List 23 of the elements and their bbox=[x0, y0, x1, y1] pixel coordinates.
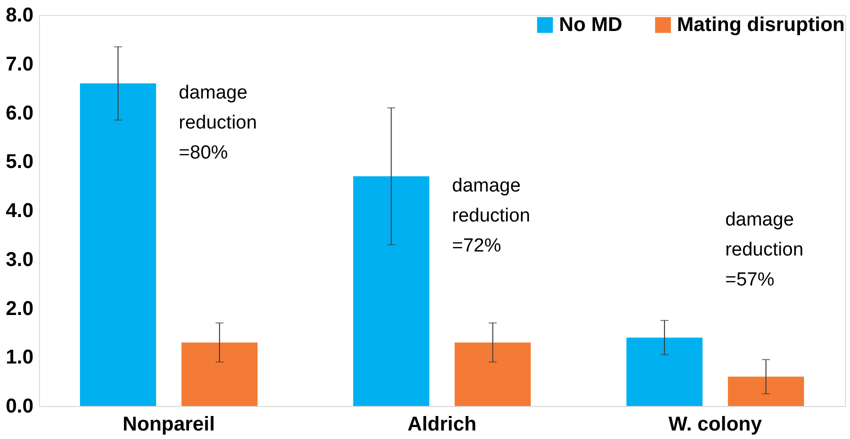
y-tick-label: 2.0 bbox=[6, 298, 34, 320]
x-tick-label: W. colony bbox=[668, 414, 763, 436]
y-tick-label: 8.0 bbox=[6, 4, 34, 26]
y-tick-label: 3.0 bbox=[6, 248, 34, 271]
annotation: damage reduction =80% bbox=[178, 82, 257, 164]
y-tick-label: 0.0 bbox=[6, 396, 34, 418]
bar bbox=[626, 338, 703, 406]
y-tick-label: 1.0 bbox=[6, 346, 34, 369]
bar bbox=[454, 342, 531, 406]
annotation: damage reduction =72% bbox=[452, 175, 530, 256]
y-tick-label: 6.0 bbox=[6, 102, 34, 124]
annotation: damage reduction =57% bbox=[725, 210, 804, 290]
y-tick-label: 7.0 bbox=[6, 53, 34, 76]
bar bbox=[353, 176, 430, 406]
bar bbox=[80, 83, 156, 406]
bar bbox=[181, 342, 258, 406]
x-tick-label: Nonpareil bbox=[122, 414, 215, 436]
bar bbox=[728, 376, 804, 406]
legend-label: No MD bbox=[559, 14, 622, 36]
legend-label: Mating disruption bbox=[677, 14, 845, 36]
y-tick-label: 4.0 bbox=[6, 200, 34, 222]
x-tick-label: Aldrich bbox=[408, 414, 476, 436]
y-tick-label: 5.0 bbox=[6, 151, 34, 174]
